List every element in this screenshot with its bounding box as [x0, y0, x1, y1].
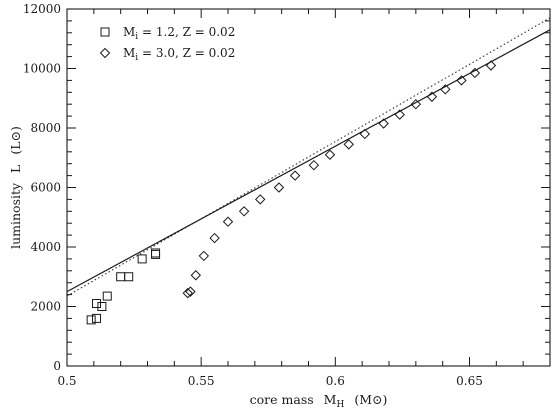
axis-ticks [66, 8, 551, 367]
square-marker [92, 299, 102, 309]
y-tick-label: 0 [53, 359, 61, 373]
fit-line-dotted [66, 17, 551, 297]
diamond-marker [485, 60, 497, 71]
square-marker [151, 248, 161, 258]
y-tick-label: 2000 [30, 300, 61, 314]
square-marker [86, 315, 96, 325]
x-axis-label: core mass MH (M⊙) [250, 392, 388, 410]
y-tick-label: 10000 [23, 62, 61, 76]
y-tick-label: 4000 [30, 240, 61, 254]
square-marker [97, 302, 107, 311]
x-axis-unit: (M⊙) [354, 392, 387, 407]
y-tick-label: 6000 [30, 181, 61, 195]
diamond-marker [209, 232, 220, 244]
legend-square-marker [100, 27, 110, 37]
y-axis-label-text: luminosity [8, 182, 23, 249]
diamond-marker [308, 159, 320, 171]
legend-entry-text: Mi = 3.0, Z = 0.02 [123, 46, 235, 63]
y-tick-label: 8000 [30, 121, 61, 135]
diamond-marker [469, 67, 481, 79]
diamond-marker [394, 109, 405, 120]
x-axis-symbol-sub: H [336, 400, 344, 410]
diamond-marker [378, 118, 389, 129]
diamond-marker [182, 287, 193, 299]
diamond-marker [190, 270, 202, 281]
legend-entry-value: = 3.0, Z = 0.02 [138, 46, 235, 60]
square-marker [102, 291, 112, 301]
y-axis-symbol: L [8, 165, 23, 173]
plot-frame [66, 8, 551, 367]
diamond-marker [289, 170, 301, 181]
diamond-marker [185, 286, 196, 297]
diamond-marker [440, 84, 451, 95]
diamond-marker [222, 216, 234, 227]
diamond-marker [254, 194, 266, 205]
legend-entry-value: = 1.2, Z = 0.02 [138, 25, 235, 39]
diamond-marker [198, 250, 210, 262]
legend-entry-symbol: M [123, 25, 135, 39]
tick-labels: 0.5 0.55 0.6 0.65 0 2000 4000 6000 8000 10000 1200… [23, 2, 483, 388]
legend-entry-sub: i [135, 32, 138, 42]
x-tick-label: 0.65 [456, 374, 483, 388]
square-marker [137, 254, 147, 264]
y-tick-label: 12000 [23, 2, 61, 16]
x-tick-label: 0.6 [326, 374, 345, 388]
y-axis-label: luminosity L (L⊙) [8, 126, 23, 249]
fit-line-solid [66, 29, 551, 293]
diamond-marker [359, 128, 371, 140]
legend-entry-sub: i [135, 53, 138, 63]
x-tick-label: 0.55 [188, 374, 215, 388]
diamond-marker [410, 98, 422, 110]
square-marker [116, 272, 126, 282]
legend-diamond-marker [99, 47, 111, 59]
x-axis-label-text: core mass [250, 392, 314, 407]
x-axis-symbol: M [324, 392, 337, 407]
fit-lines [66, 17, 551, 297]
legend-entry-text: Mi = 1.2, Z = 0.02 [123, 25, 235, 42]
diamond-marker [426, 91, 438, 102]
square-marker [92, 313, 102, 323]
diamond-marker [238, 206, 250, 217]
diamond-marker [273, 182, 285, 193]
diamond-marker [456, 75, 467, 86]
x-tick-label: 0.5 [57, 374, 76, 388]
y-axis-unit: (L⊙) [8, 126, 23, 155]
data-markers [86, 60, 497, 325]
legend-entry-symbol: M [123, 46, 135, 60]
diamond-marker [343, 139, 354, 150]
diamond-marker [324, 149, 336, 160]
square-marker [124, 272, 134, 282]
